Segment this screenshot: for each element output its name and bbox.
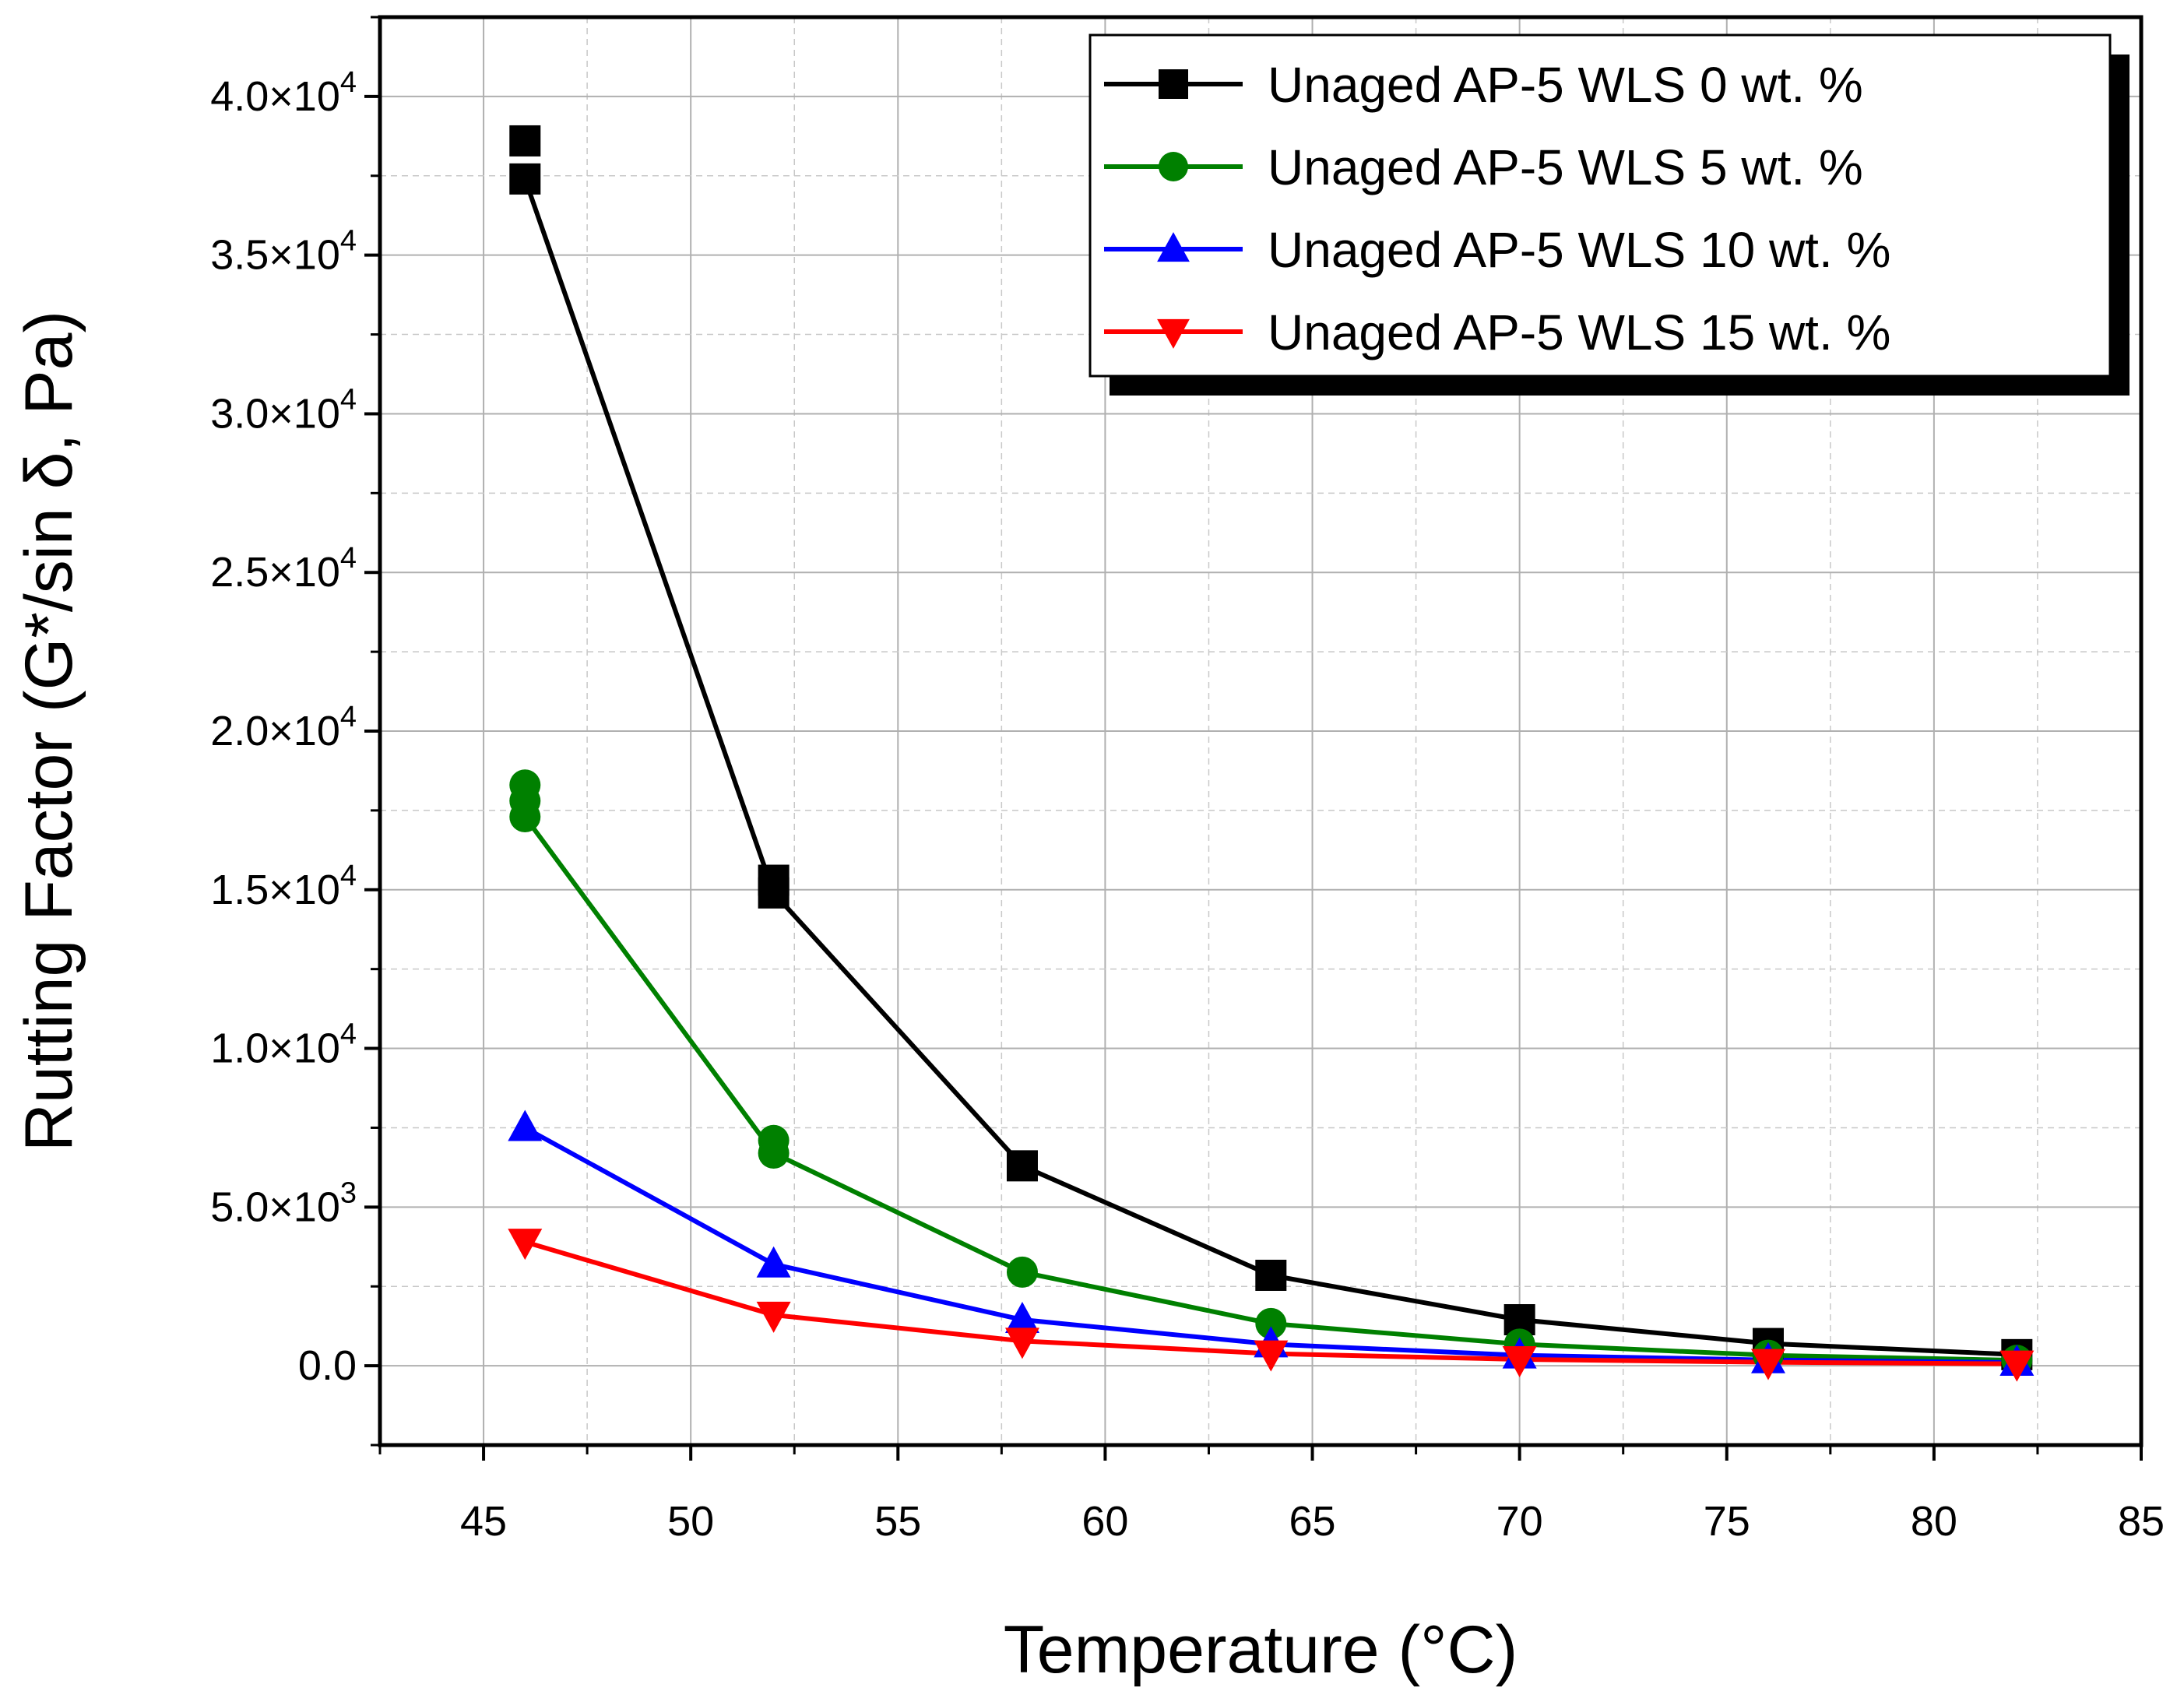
legend-marker (1159, 69, 1188, 99)
y-tick-label: 4.0×104 (210, 66, 357, 120)
x-tick-label: 75 (1704, 1498, 1750, 1545)
series-0-point (1255, 1259, 1287, 1291)
legend-marker (1159, 152, 1188, 181)
series-1-replicate-point (758, 1124, 790, 1156)
x-tick-label: 55 (874, 1498, 921, 1545)
series-2-point (1004, 1302, 1039, 1334)
x-tick-label: 65 (1289, 1498, 1335, 1545)
x-tick-label: 85 (2118, 1498, 2165, 1545)
x-tick-label: 70 (1496, 1498, 1543, 1545)
series-3-point (1750, 1349, 1785, 1380)
series-1-replicate-point (509, 785, 541, 817)
series-0-replicate-point (758, 864, 790, 896)
x-tick-label: 80 (1911, 1498, 1957, 1545)
axis-ticks (364, 16, 2143, 1461)
series-3-point (1004, 1327, 1039, 1359)
x-tick-label: 45 (460, 1498, 507, 1545)
y-tick-labels: 0.0 5.0×103 1.0×104 1.5×104 2.0×104 2.5×104 3.… (210, 66, 357, 1389)
y-tick-label: 2.5×104 (210, 542, 357, 596)
series-0-point (509, 163, 541, 195)
series-0-point (1006, 1150, 1038, 1182)
series-2-point (756, 1246, 791, 1278)
y-tick-label: 1.0×104 (210, 1018, 357, 1072)
series-0-replicate-point (509, 125, 541, 156)
legend-marker (1157, 232, 1190, 262)
legend-entries: Unaged AP-5 WLS 0 wt. % Unaged AP-5 WLS 5… (1104, 57, 1890, 360)
x-tick-label: 50 (667, 1498, 714, 1545)
x-tick-label: 60 (1081, 1498, 1128, 1545)
series-3-point (1254, 1340, 1289, 1372)
legend: Unaged AP-5 WLS 0 wt. % Unaged AP-5 WLS 5… (1088, 33, 2129, 396)
legend-label: Unaged AP-5 WLS 0 wt. % (1268, 57, 1863, 113)
y-tick-label: 3.5×104 (210, 225, 357, 279)
legend-box (1088, 33, 2112, 378)
y-tick-label: 2.0×104 (210, 701, 357, 754)
x-tick-labels: 45 50 55 60 65 70 75 80 85 (460, 1498, 2165, 1545)
series-1-point (1006, 1256, 1038, 1288)
series-3-point (508, 1229, 543, 1261)
series-3-point (1999, 1350, 2035, 1382)
series-2-point (508, 1109, 543, 1141)
series-3-point (756, 1301, 791, 1333)
series-3-point (1502, 1345, 1537, 1377)
y-tick-label: 3.0×104 (210, 383, 357, 437)
legend-label: Unaged AP-5 WLS 15 wt. % (1268, 304, 1890, 360)
series-1-point (1255, 1307, 1287, 1339)
legend-label: Unaged AP-5 WLS 5 wt. % (1268, 139, 1863, 195)
y-tick-label: 0.0 (298, 1342, 357, 1389)
legend-marker (1157, 318, 1190, 349)
legend-label: Unaged AP-5 WLS 10 wt. % (1268, 222, 1890, 278)
y-axis-title: Rutting Factor (G*/sin δ, Pa) (12, 311, 86, 1152)
x-axis-title: Temperature (°C) (1004, 1612, 1518, 1687)
y-tick-label: 1.5×104 (210, 860, 357, 913)
series-markers (508, 125, 2035, 1382)
y-tick-label: 5.0×103 (210, 1176, 357, 1230)
